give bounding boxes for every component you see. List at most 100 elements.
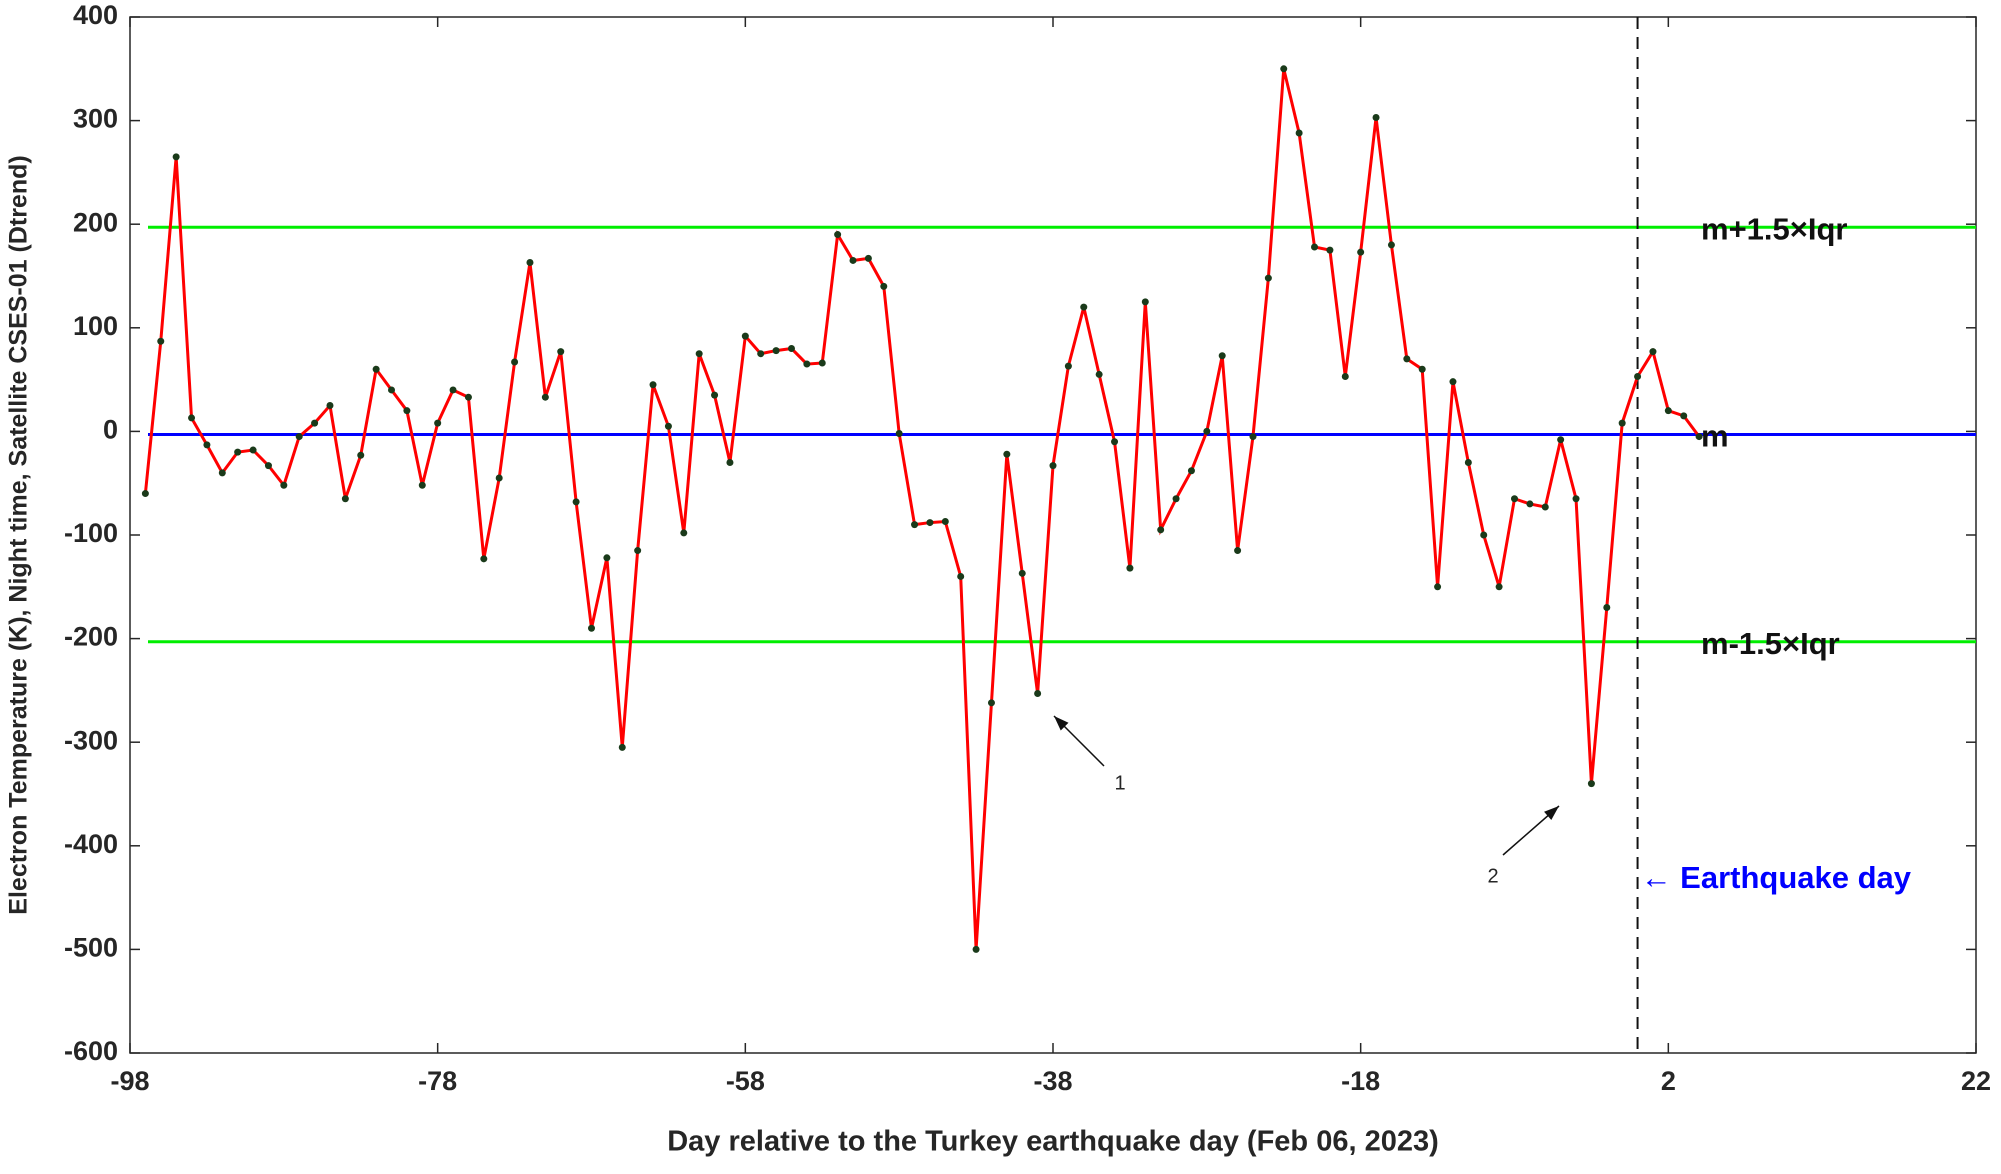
data-point [464,393,472,401]
data-point [664,422,672,430]
y-tick-label: 400 [73,0,118,30]
data-point [1187,467,1195,475]
reference-label: m+1.5×Iqr [1701,211,1847,246]
data-point [711,391,719,399]
x-tick-label: -38 [1033,1066,1072,1096]
data-point [1480,531,1488,539]
data-point [618,743,626,751]
reference-label: m-1.5×Iqr [1701,626,1840,661]
y-tick-label: -500 [64,933,118,963]
data-point [141,490,149,498]
data-point [1495,583,1503,591]
data-point [357,451,365,459]
data-point [572,498,580,506]
data-point [680,529,688,537]
data-point [311,419,319,427]
x-tick-label: 22 [1961,1066,1991,1096]
data-point [1034,690,1042,698]
data-point [849,256,857,264]
data-point [480,555,488,563]
data-point [495,474,503,482]
data-point [834,231,842,239]
x-tick-label: -78 [418,1066,457,1096]
data-point [1311,243,1319,251]
data-point [911,521,919,529]
data-point [1449,378,1457,386]
data-point [203,441,211,449]
data-point [1434,583,1442,591]
data-point [695,350,703,358]
data-point [1403,355,1411,363]
data-point [987,699,995,707]
data-point [1172,495,1180,503]
data-point [1080,303,1088,311]
annotation-label: 1 [1114,772,1125,794]
y-tick-label: 200 [73,207,118,237]
data-line [143,68,1701,950]
x-tick-label: -98 [110,1066,149,1096]
data-point [1357,248,1365,256]
data-point [1695,433,1703,441]
data-point [1603,604,1611,612]
reference-label: m [1701,419,1729,454]
data-point [403,407,411,415]
data-point [972,945,980,953]
data-point [326,402,334,409]
data-point [1572,495,1580,503]
data-point [1526,500,1534,508]
data-point [418,481,426,489]
data-point [1464,458,1472,466]
data-point [1295,129,1303,137]
data-point [295,433,303,441]
data-point [895,429,903,437]
data-point [511,358,519,366]
x-tick-label: -18 [1341,1066,1380,1096]
y-tick-label: -200 [64,622,118,652]
x-tick-label: -58 [726,1066,765,1096]
data-point [188,414,196,422]
data-point [803,360,811,368]
data-point [1557,436,1565,444]
y-tick-label: -600 [64,1036,118,1066]
y-tick-label: 300 [73,104,118,134]
earthquake-day-label: ← Earthquake day [1641,860,1912,895]
y-axis-label: Electron Temperature (K), Night time, Sa… [5,155,33,914]
data-point [1264,274,1272,282]
data-point [1018,569,1026,577]
data-point [1234,547,1242,555]
data-point [1249,433,1257,441]
data-point [1541,503,1549,511]
y-tick-label: 100 [73,311,118,341]
data-point [634,547,642,555]
annotation-arrowhead [1054,716,1069,731]
data-point [264,462,272,470]
data-point [157,337,165,345]
data-point [1634,372,1642,380]
data-point [1218,352,1226,360]
data-point [818,359,826,367]
data-point [588,624,595,632]
data-point [926,519,934,527]
data-point [388,386,396,394]
data-point [1003,450,1011,458]
data-point [1664,407,1672,415]
data-point [1280,65,1288,73]
data-point [1511,495,1518,503]
data-point [1387,241,1395,249]
data-point [249,446,257,454]
data-point [757,350,765,358]
data-point [1064,362,1072,370]
data-point [1141,298,1149,306]
data-point [372,365,380,373]
data-point [526,259,534,267]
data-point [449,386,457,394]
data-point [1126,564,1134,572]
x-axis-label: Day relative to the Turkey earthquake da… [667,1126,1439,1158]
y-tick-label: -100 [64,518,118,548]
data-point [1418,365,1426,373]
data-point [864,254,872,262]
x-tick-label: 2 [1661,1066,1676,1096]
data-point [234,448,242,456]
y-tick-label: 0 [103,415,118,445]
